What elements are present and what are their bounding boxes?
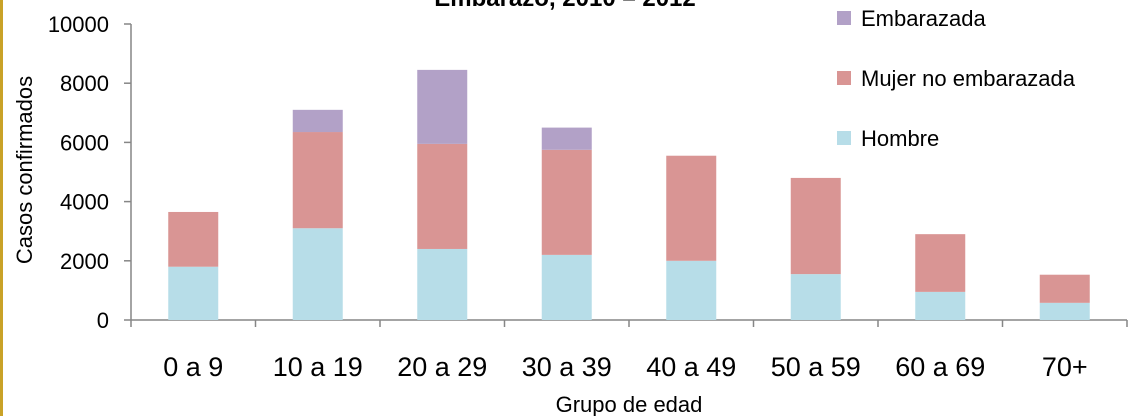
x-tick-label: 10 a 19 bbox=[273, 352, 363, 382]
bar-embarazada bbox=[417, 69, 468, 144]
x-tick-label: 60 a 69 bbox=[895, 352, 985, 382]
bar-mujer-no-embarazada bbox=[666, 155, 717, 261]
bar-hombre bbox=[168, 266, 219, 320]
legend-label: Mujer no embarazada bbox=[861, 66, 1076, 91]
legend-label: Embarazada bbox=[861, 6, 987, 31]
bar-hombre bbox=[790, 274, 841, 320]
bar-mujer-no-embarazada bbox=[168, 211, 219, 267]
bar-mujer-no-embarazada bbox=[1039, 274, 1090, 303]
legend-label: Hombre bbox=[861, 126, 939, 151]
x-tick-label: 30 a 39 bbox=[522, 352, 612, 382]
x-tick-label: 40 a 49 bbox=[646, 352, 736, 382]
legend-swatch bbox=[837, 11, 851, 25]
left-border-rule bbox=[0, 0, 3, 416]
legend-swatch bbox=[837, 71, 851, 85]
bar-embarazada bbox=[292, 109, 343, 133]
y-tick-label: 2000 bbox=[60, 249, 109, 274]
y-tick-label: 4000 bbox=[60, 190, 109, 215]
chart-title: Embarazo, 2010 – 2012 bbox=[434, 0, 696, 12]
bar-mujer-no-embarazada bbox=[292, 132, 343, 229]
x-axis-title: Grupo de edad bbox=[556, 392, 703, 416]
y-tick-label: 10000 bbox=[48, 12, 109, 37]
bar-mujer-no-embarazada bbox=[915, 234, 966, 292]
bar-hombre bbox=[292, 228, 343, 320]
bar-hombre bbox=[915, 291, 966, 320]
bar-hombre bbox=[666, 260, 717, 320]
bar-embarazada bbox=[541, 127, 592, 150]
bar-mujer-no-embarazada bbox=[541, 149, 592, 255]
y-axis-title: Casos confirmados bbox=[12, 76, 37, 264]
legend-swatch bbox=[837, 131, 851, 145]
x-tick-label: 50 a 59 bbox=[771, 352, 861, 382]
y-tick-label: 6000 bbox=[60, 130, 109, 155]
bar-mujer-no-embarazada bbox=[790, 177, 841, 275]
bar-hombre bbox=[541, 254, 592, 320]
x-tick-label: 70+ bbox=[1042, 352, 1088, 382]
plot-area: 0 2000 4000 6000 8000 10000 0 a 9 10 a 19 20 a 2… bbox=[48, 12, 1128, 382]
bar-hombre bbox=[1039, 302, 1090, 320]
y-tick-label: 0 bbox=[97, 308, 109, 333]
bar-mujer-no-embarazada bbox=[417, 143, 468, 249]
chart-legend: Embarazada Mujer no embarazada Hombre bbox=[837, 6, 1076, 151]
bar-hombre bbox=[417, 248, 468, 320]
x-tick-label: 20 a 29 bbox=[397, 352, 487, 382]
y-tick-label: 8000 bbox=[60, 71, 109, 96]
x-tick-label: 0 a 9 bbox=[163, 352, 223, 382]
